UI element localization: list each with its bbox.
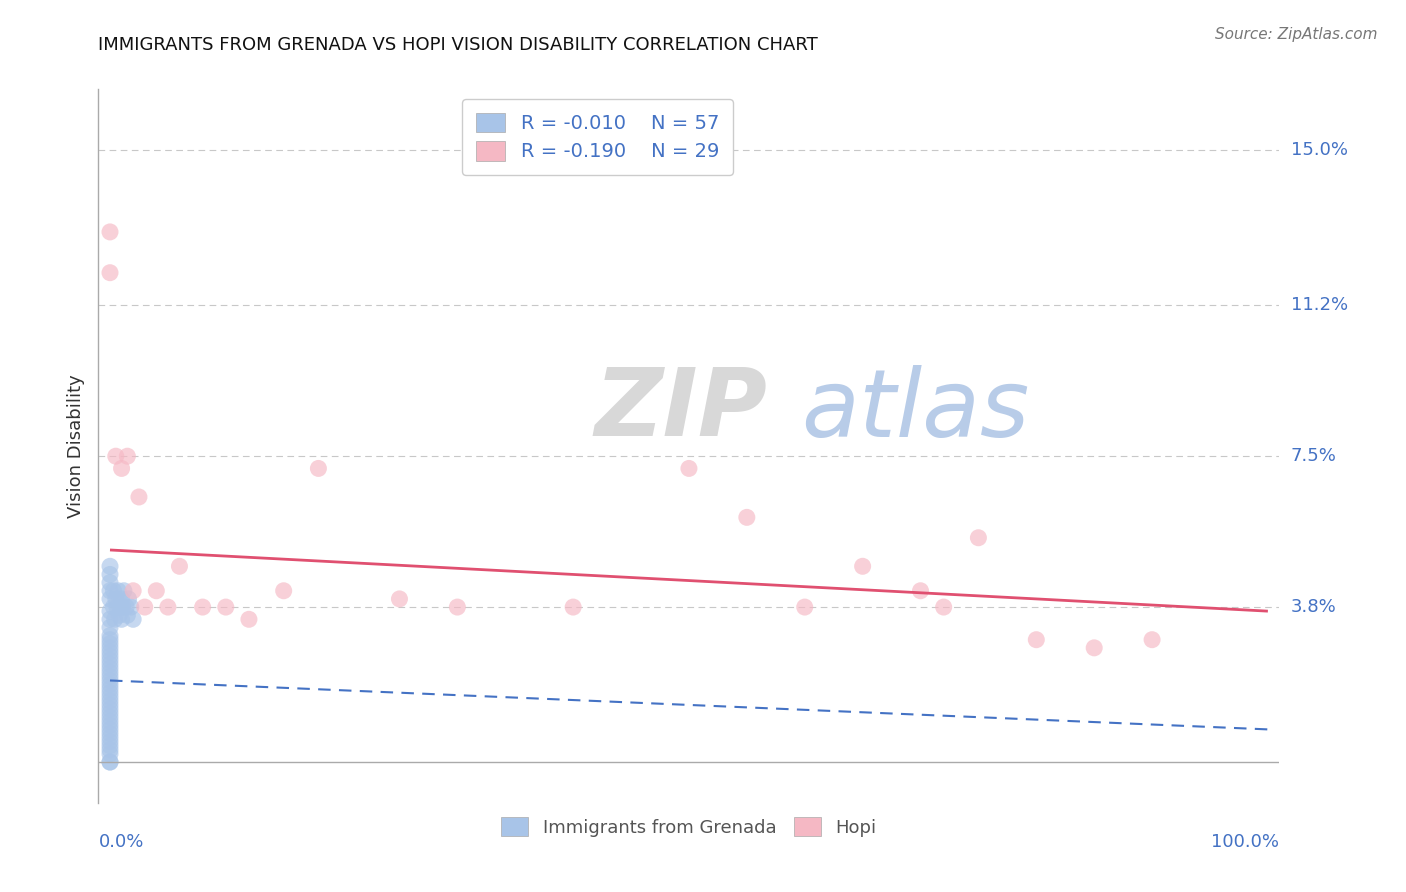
Legend: Immigrants from Grenada, Hopi: Immigrants from Grenada, Hopi [494,810,884,844]
Point [98,673,121,688]
Point [98,731,121,745]
Point [1140,632,1163,647]
Point [98,677,121,691]
Point [98,694,121,708]
Point [110,600,132,615]
Point [678,461,700,475]
Point [110,461,132,475]
Text: IMMIGRANTS FROM GRENADA VS HOPI VISION DISABILITY CORRELATION CHART: IMMIGRANTS FROM GRENADA VS HOPI VISION D… [98,36,818,54]
Point [169,559,191,574]
Point [98,702,121,716]
Point [98,723,121,737]
Point [98,583,121,598]
Point [122,612,145,626]
Point [98,710,121,724]
Point [98,653,121,667]
Point [98,706,121,720]
Text: 0.0%: 0.0% [98,833,143,851]
Point [98,747,121,761]
Point [103,600,125,615]
Point [388,591,411,606]
Y-axis label: Vision Disability: Vision Disability [66,374,84,518]
Point [120,600,142,615]
Point [1083,640,1105,655]
Point [215,600,238,615]
Point [238,612,260,626]
Point [104,612,127,626]
Point [134,600,156,615]
Text: atlas: atlas [801,365,1029,456]
Point [446,600,468,615]
Point [98,575,121,590]
Point [107,583,129,598]
Point [117,449,139,463]
Point [793,600,815,615]
Point [103,583,125,598]
Point [98,567,121,582]
Point [98,266,121,280]
Point [910,583,932,598]
Point [98,661,121,675]
Point [108,608,131,623]
Point [98,559,121,574]
Point [104,449,127,463]
Point [932,600,955,615]
Point [98,714,121,729]
Point [98,665,121,680]
Text: Source: ZipAtlas.com: Source: ZipAtlas.com [1215,27,1378,42]
Point [110,612,132,626]
Point [307,461,329,475]
Point [115,600,138,615]
Point [98,620,121,634]
Point [98,686,121,700]
Point [98,637,121,651]
Point [1025,632,1047,647]
Point [117,608,139,623]
Point [98,225,121,239]
Point [967,531,990,545]
Point [98,669,121,683]
Point [117,591,139,606]
Point [98,755,121,769]
Text: 11.2%: 11.2% [1291,296,1348,314]
Point [145,583,167,598]
Point [122,583,145,598]
Point [852,559,875,574]
Point [98,739,121,753]
Point [105,600,128,615]
Point [98,734,121,748]
Point [98,604,121,618]
Point [98,726,121,740]
Text: 15.0%: 15.0% [1291,141,1347,160]
Point [98,690,121,704]
Point [98,591,121,606]
Point [98,718,121,732]
Point [110,591,132,606]
Text: ZIP: ZIP [595,364,768,457]
Point [104,591,127,606]
Point [98,612,121,626]
Point [98,743,121,757]
Point [156,600,179,615]
Point [98,629,121,643]
Text: 7.5%: 7.5% [1291,447,1337,466]
Point [562,600,585,615]
Text: 3.8%: 3.8% [1291,598,1336,616]
Point [128,490,150,504]
Point [98,645,121,659]
Point [112,583,135,598]
Point [98,632,121,647]
Point [98,755,121,769]
Point [191,600,214,615]
Point [98,640,121,655]
Point [98,657,121,672]
Point [735,510,758,524]
Text: 100.0%: 100.0% [1212,833,1279,851]
Point [111,600,134,615]
Point [98,698,121,712]
Point [98,681,121,696]
Point [98,648,121,663]
Point [273,583,295,598]
